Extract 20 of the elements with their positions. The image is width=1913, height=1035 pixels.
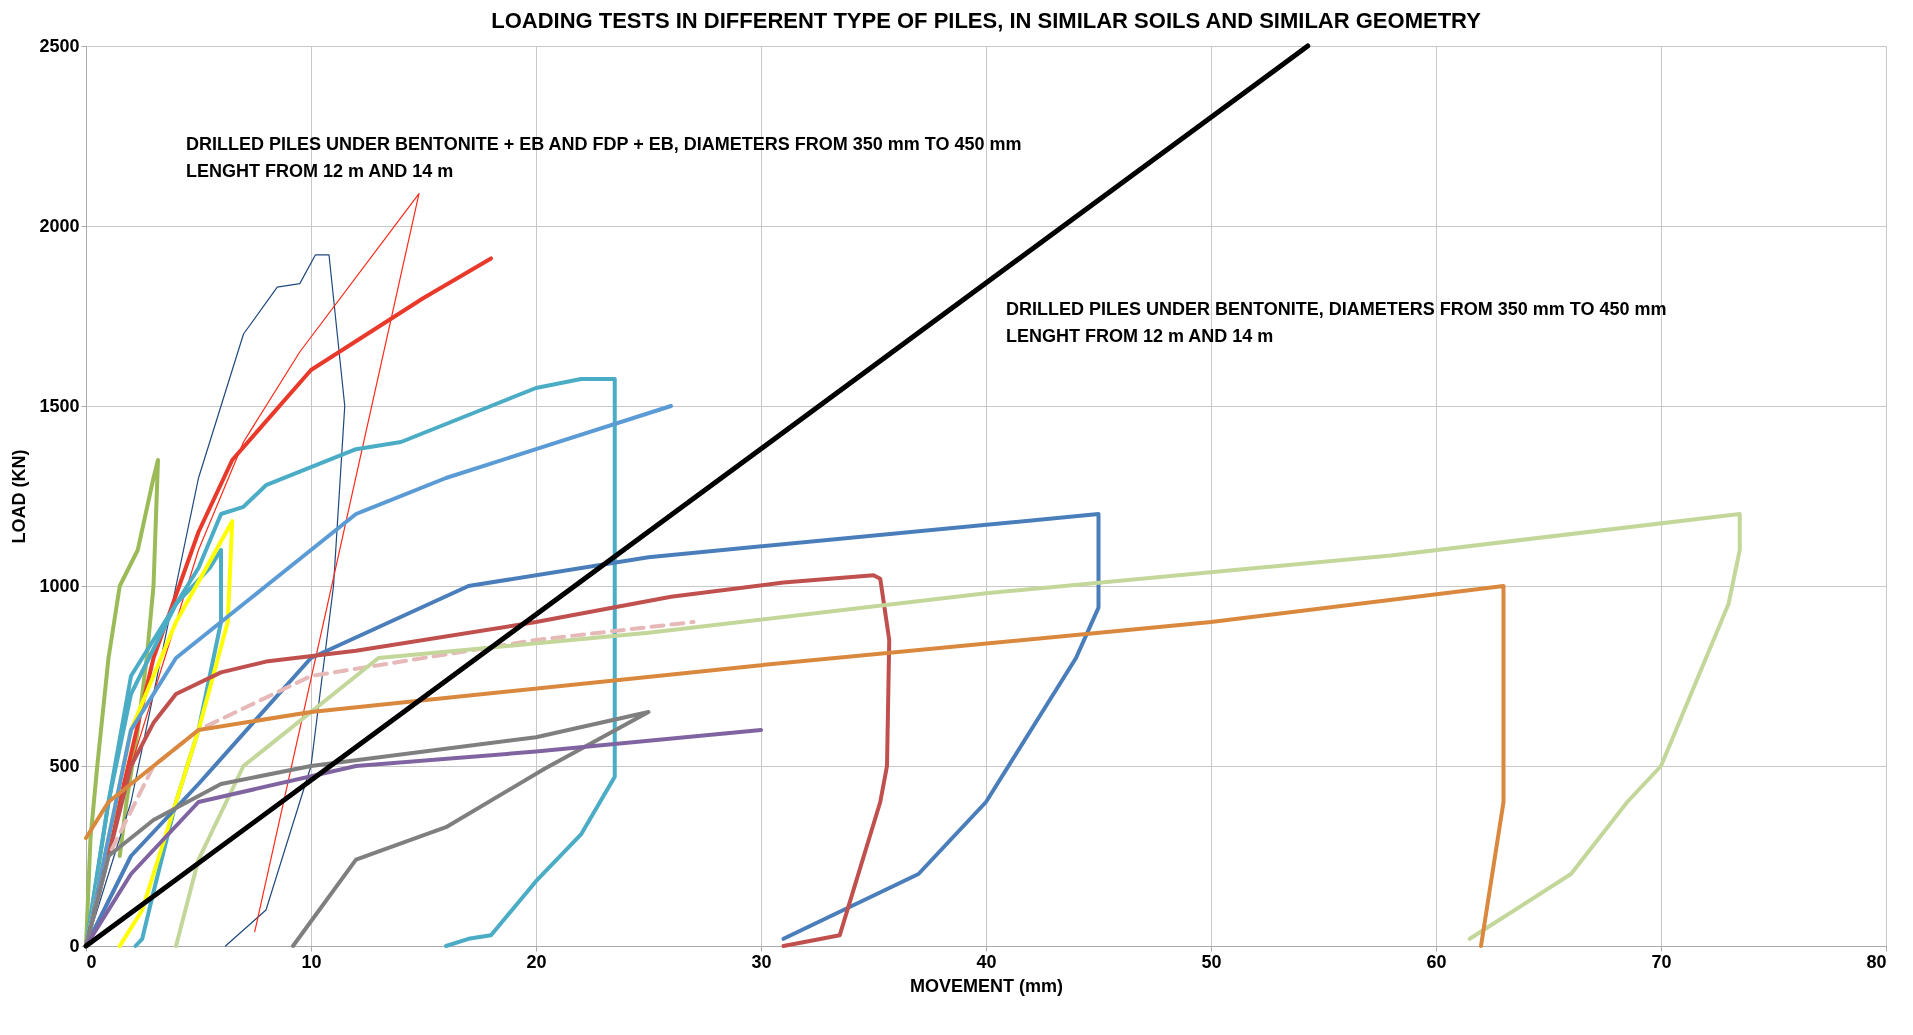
y-tick-label: 2000 <box>39 215 80 236</box>
x-tick-label: 0 <box>86 951 97 972</box>
y-tick-label: 500 <box>49 755 80 776</box>
chart-title: LOADING TESTS IN DIFFERENT TYPE OF PILES, IN SIMILAR SOILS AND SIMILAR GEOMETRY <box>491 8 1482 33</box>
y-tick-label: 1500 <box>39 395 80 416</box>
y-tick-label: 0 <box>69 935 80 956</box>
x-tick-label: 60 <box>1426 951 1447 972</box>
x-tick-label: 80 <box>1866 951 1887 972</box>
x-axis-title: MOVEMENT (mm) <box>910 975 1064 996</box>
x-tick-label: 20 <box>526 951 547 972</box>
y-tick-label: 2500 <box>39 35 80 56</box>
x-tick-label: 10 <box>301 951 322 972</box>
x-tick-label: 40 <box>976 951 997 972</box>
annotation: DRILLED PILES UNDER BENTONITE + EB AND FDP + EB, DIAMETERS FROM 350 mm TO 450 mm LENGHT FROM 12 m AND 14 m <box>186 134 1022 181</box>
x-tick-label: 50 <box>1201 951 1222 972</box>
y-tick-label: 1000 <box>39 575 80 596</box>
y-axis-title: LOAD (KN) <box>9 449 30 544</box>
x-tick-label: 30 <box>751 951 772 972</box>
annotation: DRILLED PILES UNDER BENTONITE, DIAMETERS FROM 350 mm TO 450 mm LENGHT FROM 12 m AND 14 m <box>1006 299 1667 346</box>
x-tick-label: 70 <box>1651 951 1672 972</box>
